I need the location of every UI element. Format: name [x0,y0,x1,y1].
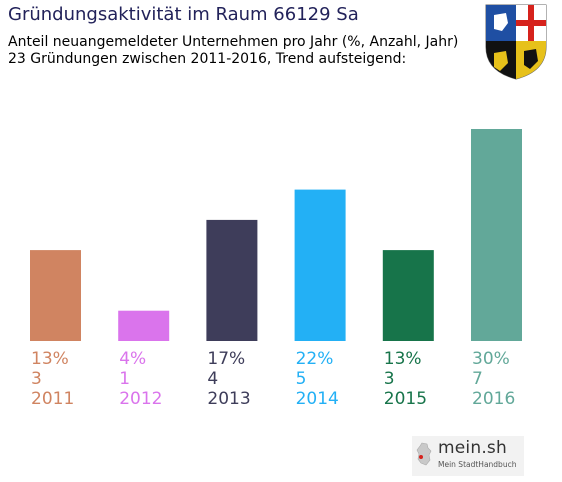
chart-subtitle: Anteil neuangemeldeter Unternehmen pro J… [8,34,458,68]
labels-group: 13%320114%1201217%4201322%5201413%320153… [31,349,515,409]
year-label-2011: 2011 [31,389,74,409]
saarland-coat-of-arms-icon [485,4,547,80]
count-label-2014: 5 [296,369,307,389]
logo-site-name: mein.sh [438,438,507,458]
percent-label-2013: 17% [207,349,245,369]
count-label-2015: 3 [384,369,395,389]
bar-2013 [206,219,258,341]
year-label-2012: 2012 [119,389,162,409]
percent-label-2015: 13% [384,349,422,369]
mein-sh-logo[interactable]: mein.sh Mein StadtHandbuch [412,436,524,476]
count-label-2011: 3 [31,369,42,389]
percent-label-2014: 22% [296,349,334,369]
year-label-2015: 2015 [384,389,427,409]
count-label-2016: 7 [472,369,483,389]
bar-2014 [294,189,346,341]
bar-2015 [382,250,434,341]
percent-label-2012: 4% [119,349,146,369]
year-label-2014: 2014 [296,389,339,409]
bar-2011 [30,250,81,341]
subtitle-line-2: 23 Gründungen zwischen 2011-2016, Trend … [8,51,407,67]
bar-2016 [471,129,522,341]
count-label-2013: 4 [207,369,218,389]
percent-label-2016: 30% [472,349,510,369]
count-label-2012: 1 [119,369,130,389]
bar-2012 [118,310,170,341]
year-label-2016: 2016 [472,389,515,409]
chart-title: Gründungsaktivität im Raum 66129 Sa [8,4,359,25]
logo-tagline: Mein StadtHandbuch [438,460,517,469]
percent-label-2011: 13% [31,349,69,369]
bars-group [30,129,522,341]
subtitle-line-1: Anteil neuangemeldeter Unternehmen pro J… [8,34,459,50]
germany-map-icon [416,442,432,466]
year-label-2013: 2013 [207,389,250,409]
